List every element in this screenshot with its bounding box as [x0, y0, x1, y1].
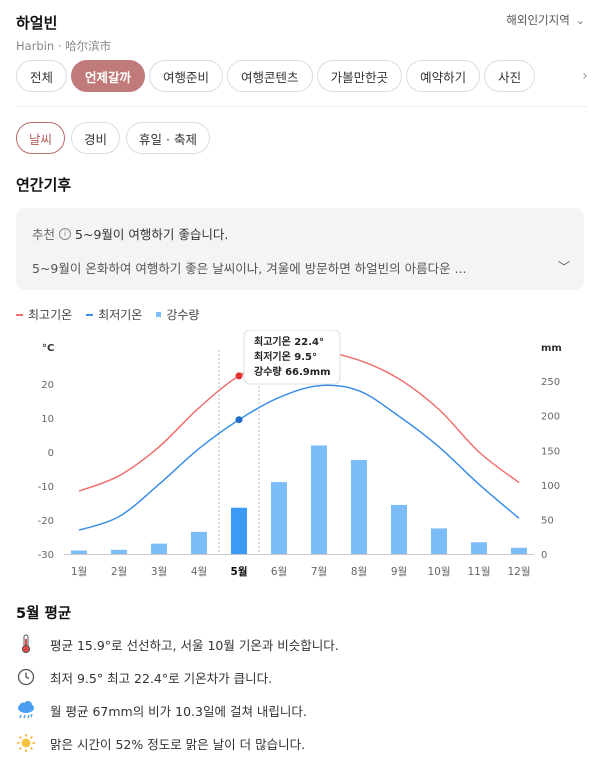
legend-low-swatch	[86, 313, 94, 316]
y-right-tick-label: 50	[541, 515, 554, 526]
y-left-unit-label: °C	[42, 343, 54, 354]
x-tick-label: 4월	[191, 566, 207, 578]
legend-low: 최저기온	[86, 306, 142, 323]
tab-trip-prep[interactable]: 여행준비	[149, 60, 224, 92]
recommendation-box[interactable]: 추천 i 5~9월이 여행하기 좋습니다. 5~9월이 온화하여 여행하기 좋은…	[16, 208, 584, 290]
chart-tooltip	[243, 330, 341, 385]
fact-temperature-text: 평균 15.9°로 선선하고, 서울 10월 기온과 비슷합니다.	[50, 637, 339, 653]
x-tick-label: 10월	[427, 566, 450, 578]
rain-bar	[431, 528, 447, 554]
fact-rainfall-text: 월 평균 67mm의 비가 10.3일에 걸쳐 내립니다.	[50, 703, 307, 719]
tooltip-line: 강수량 66.9mm	[254, 365, 331, 378]
rain-bar	[351, 459, 367, 554]
fact-range-text: 최저 9.5° 최고 22.4°로 기온차가 큽니다.	[50, 670, 273, 686]
fact-rainfall: 월 평균 67mm의 비가 10.3일에 걸쳐 내립니다.	[16, 698, 307, 722]
section-title: 연간기후	[16, 176, 72, 194]
y-right-tick-label: 0	[541, 550, 547, 561]
rain-bar	[71, 550, 87, 554]
x-tick-label: 5월	[231, 565, 248, 578]
legend-rain-swatch	[156, 312, 162, 317]
tab-places-to-visit[interactable]: 가볼만한곳	[316, 60, 403, 92]
tab-photos[interactable]: 사진	[484, 60, 536, 92]
y-left-tick-label: -20	[38, 516, 54, 527]
y-right-tick-label: 100	[541, 481, 560, 492]
legend-high-label: 최고기온	[28, 308, 73, 322]
y-right-tick-label: 200	[541, 412, 560, 423]
main-tabs: 전체 언제갈까 여행준비 여행콘텐츠 가볼만한곳 예약하기 사진	[16, 60, 588, 94]
fact-sunshine-text: 맑은 시간이 52% 정도로 맑은 날이 더 많습니다.	[50, 736, 306, 752]
x-tick-label: 1월	[71, 566, 87, 578]
rain-bar	[311, 445, 327, 554]
rain-bar	[231, 507, 247, 554]
legend-rain-label: 강수량	[166, 308, 200, 322]
tab-all[interactable]: 전체	[16, 60, 68, 92]
y-left-tick-label: -10	[38, 482, 54, 493]
legend-high-swatch	[16, 313, 23, 316]
subtab-holidays-festivals[interactable]: 휴일 · 축제	[126, 122, 210, 154]
rain-bar	[151, 543, 167, 554]
chevron-down-icon: ⌄	[575, 13, 585, 27]
x-tick-label: 8월	[351, 566, 367, 578]
clock-icon	[16, 667, 36, 687]
chart-legend: 최고기온 최저기온 강수량	[16, 306, 199, 323]
thermometer-icon	[16, 634, 36, 654]
recommendation-body: 5~9월이 온화하여 여행하기 좋은 날씨이나, 겨울에 방문하면 하얼빈의 아…	[32, 261, 467, 276]
legend-high: 최고기온	[16, 306, 72, 323]
x-tick-label: 9월	[391, 566, 407, 578]
y-right-tick-label: 250	[541, 377, 560, 388]
tab-when-to-go[interactable]: 언제갈까	[71, 60, 146, 92]
recommendation-headline: 5~9월이 여행하기 좋습니다.	[75, 227, 229, 242]
legend-rain: 강수량	[156, 306, 199, 323]
y-left-tick-label: 10	[41, 414, 54, 425]
y-left-tick-label: 0	[48, 448, 54, 459]
rain-cloud-icon	[16, 700, 36, 720]
low-temp-point	[235, 416, 243, 424]
month-summary-title: 5월 평균	[16, 606, 72, 622]
sun-icon	[16, 733, 36, 753]
subtab-weather[interactable]: 날씨	[16, 122, 66, 154]
legend-low-label: 최저기온	[98, 308, 143, 322]
x-tick-label: 6월	[271, 566, 287, 578]
rain-bar	[471, 542, 487, 554]
tooltip-line: 최고기온 22.4°	[254, 335, 324, 348]
subtab-cost[interactable]: 경비	[71, 122, 121, 154]
tab-booking[interactable]: 예약하기	[406, 60, 481, 92]
fact-temperature: 평균 15.9°로 선선하고, 서울 10월 기온과 비슷합니다.	[16, 632, 339, 656]
city-subtitle: Harbin · 哈尔滨市	[16, 39, 112, 53]
x-tick-label: 3월	[151, 566, 167, 578]
overseas-popular-label: 해외인기지역	[506, 13, 570, 27]
x-tick-label: 7월	[311, 566, 327, 578]
expand-chevron-icon[interactable]: ﹀	[557, 260, 570, 274]
city-name: 하얼빈	[16, 14, 58, 32]
x-tick-label: 11월	[467, 566, 490, 578]
recommendation-headline-row: 추천 i 5~9월이 여행하기 좋습니다.	[32, 224, 228, 243]
rain-bar	[391, 504, 407, 554]
y-left-tick-label: 20	[41, 380, 54, 391]
x-tick-label: 2월	[111, 566, 127, 578]
rain-bar	[111, 549, 127, 554]
y-right-tick-label: 150	[541, 446, 560, 457]
rain-bar	[271, 482, 287, 554]
tab-travel-content[interactable]: 여행콘텐츠	[227, 60, 313, 92]
x-tick-label: 12월	[507, 566, 530, 578]
info-icon[interactable]: i	[59, 227, 72, 240]
divider	[16, 106, 587, 107]
rain-bar	[511, 547, 527, 554]
recommendation-label: 추천	[32, 227, 56, 242]
overseas-popular-link[interactable]: 해외인기지역 ⌄	[506, 12, 585, 28]
chevron-right-icon[interactable]: ›	[582, 68, 588, 84]
tooltip-line: 최저기온 9.5°	[254, 350, 317, 363]
high-temp-point	[235, 372, 243, 380]
y-left-tick-label: -30	[38, 550, 54, 561]
fact-temperature-range: 최저 9.5° 최고 22.4°로 기온차가 큽니다.	[16, 665, 272, 689]
low-temp-line	[78, 384, 520, 531]
sub-tabs: 날씨 경비 휴일 · 축제	[16, 122, 210, 154]
fact-sunshine: 맑은 시간이 52% 정도로 맑은 날이 더 많습니다.	[16, 731, 305, 755]
rain-bar	[191, 531, 207, 554]
y-right-unit-label: mm	[541, 343, 562, 354]
